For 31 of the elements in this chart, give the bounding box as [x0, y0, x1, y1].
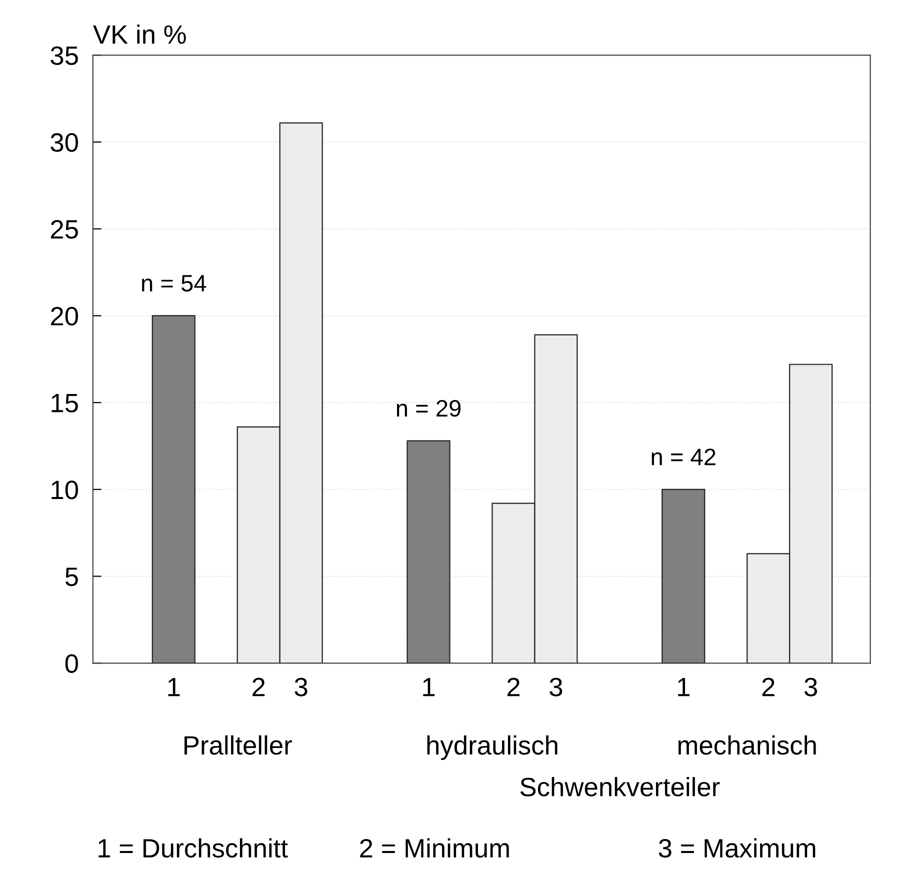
y-tick-label: 0 [65, 654, 78, 673]
y-tick-label: 35 [50, 46, 78, 66]
y-axis-title: VK in % [93, 24, 186, 44]
bar [152, 315, 196, 664]
x-tick-label: 1 [423, 678, 435, 696]
annotation: n = 29 [396, 400, 461, 417]
y-tick-label: 15 [52, 394, 78, 412]
y-tick-label: 25 [51, 220, 78, 239]
y-tick-label: 20 [51, 306, 78, 326]
annotation: n = 42 [652, 448, 716, 466]
bar [406, 440, 450, 664]
text: Prallteller [184, 735, 292, 755]
text: 1 = Durchschnitt [98, 838, 288, 858]
text: 3 = Maximum [658, 838, 816, 858]
y-tick-label: 30 [50, 133, 78, 152]
annotation: n = 54 [142, 275, 206, 292]
y-tick-label: 10 [52, 480, 78, 500]
x-tick-label: 3 [804, 678, 818, 696]
text: 2 = Minimum [360, 838, 509, 858]
y-tick-label: 5 [65, 568, 78, 586]
x-tick-label: 1 [168, 678, 180, 696]
text: hydraulisch [427, 735, 558, 760]
x-tick-label: 2 [252, 678, 265, 696]
x-tick-label: 2 [762, 678, 774, 696]
text: mechanisch [678, 735, 816, 755]
x-tick-label: 2 [507, 678, 520, 696]
bar [662, 488, 706, 664]
x-tick-label: 1 [678, 678, 690, 696]
x-tick-label: 3 [550, 678, 562, 696]
x-tick-label: 3 [294, 678, 308, 696]
text: Schwenkverteiler [520, 777, 720, 796]
